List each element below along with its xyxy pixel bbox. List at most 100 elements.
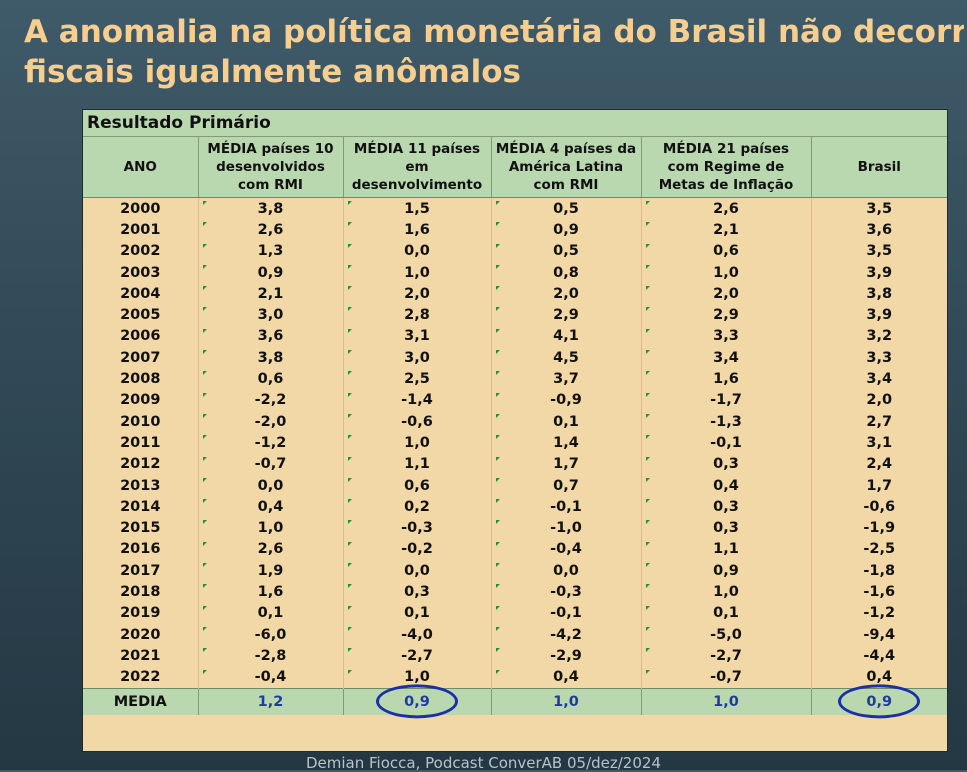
value-cell: 0,6: [641, 240, 812, 262]
header-row: ANO MÉDIA países 10 desenvolvidos com RMI MÉ…: [83, 136, 947, 198]
media-value: 1,0: [491, 687, 642, 715]
value-cell: 3,9: [866, 307, 893, 324]
value-cell: 0,1: [641, 602, 812, 624]
table-row: 2014 0,4 0,2 -0,1 0,3 -0,6: [83, 496, 947, 518]
value-cell: 1,3: [198, 240, 344, 262]
header-line: MÉDIA 21 países: [662, 141, 790, 157]
value-cell: 3,0: [198, 304, 344, 326]
title-line-2: fiscais igualmente anômalos: [24, 54, 521, 90]
value-cell: -1,2: [198, 432, 344, 454]
value-cell: -2,7: [343, 645, 492, 667]
header-ano: ANO: [83, 136, 199, 198]
header-line: Metas de Inflação: [658, 177, 794, 193]
value-cell: 3,8: [198, 347, 344, 369]
value-cell: -2,9: [491, 645, 642, 667]
value-cell: -2,5: [863, 541, 896, 558]
media-text: 1,2: [257, 693, 284, 710]
table-row: 2012 -0,7 1,1 1,7 0,3 2,4: [83, 453, 947, 475]
value-cell: 1,0: [343, 261, 492, 284]
highlight-circle: [838, 684, 921, 719]
value-cell: 0,0: [198, 474, 344, 497]
value-cell: 2,1: [641, 219, 812, 241]
year-cell: 2000: [83, 197, 199, 220]
value-cell: 3,1: [343, 325, 492, 348]
value-cell: 1,6: [198, 581, 344, 603]
media-value: 0,9: [343, 684, 492, 719]
value-cell: -0,4: [198, 666, 344, 689]
header-line: ANO: [123, 159, 157, 175]
value-cell: 1,0: [641, 581, 812, 603]
value-cell: 0,9: [198, 261, 344, 284]
value-cell: 1,1: [343, 453, 492, 475]
value-cell: -4,2: [491, 623, 642, 646]
value-cell: -9,4: [863, 626, 896, 643]
table-row: 2008 0,6 2,5 3,7 1,6 3,4: [83, 368, 947, 390]
value-cell: 1,7: [491, 453, 642, 475]
table-row: 2020 -6,0 -4,0 -4,2 -5,0 -9,4: [83, 623, 947, 646]
value-cell: 2,8: [343, 304, 492, 326]
header-em-desenvolvimento: MÉDIA 11 países em desenvolvimento: [343, 136, 492, 198]
value-cell: 2,0: [641, 283, 812, 305]
media-row: MEDIA 1,2 0,9 1,0 1,0 0,9: [83, 684, 947, 719]
table-row: 2015 1,0 -0,3 -1,0 0,3 -1,9: [83, 517, 947, 539]
value-cell: -0,7: [641, 666, 812, 689]
media-value: 1,0: [641, 687, 812, 715]
table-caption: Resultado Primário: [83, 110, 947, 137]
value-cell: 3,1: [866, 434, 893, 451]
value-cell: -4,4: [863, 647, 896, 664]
year-cell: 2006: [83, 325, 199, 348]
value-cell: 2,0: [866, 392, 893, 409]
value-cell: 0,5: [491, 240, 642, 262]
value-cell: 3,5: [866, 200, 893, 217]
year-cell: 2008: [83, 368, 199, 390]
value-cell: 2,6: [641, 197, 812, 220]
media-text: 1,0: [553, 693, 579, 710]
header-line: em: [405, 159, 429, 175]
value-cell: 3,4: [866, 371, 893, 388]
value-cell: 4,1: [491, 325, 642, 348]
value-cell: 0,7: [491, 474, 642, 497]
table-row: 2011 -1,2 1,0 1,4 -0,1 3,1: [83, 432, 947, 454]
value-cell: 2,6: [198, 538, 344, 561]
value-cell: 3,6: [866, 221, 893, 238]
year-cell: 2014: [83, 496, 199, 518]
value-cell: 0,9: [641, 560, 812, 582]
value-cell: -0,4: [491, 538, 642, 561]
value-cell: 1,6: [641, 368, 812, 390]
table-row: 2000 3,8 1,5 0,5 2,6 3,5: [83, 197, 947, 220]
year-cell: 2019: [83, 602, 199, 624]
media-text: MEDIA: [113, 693, 167, 710]
table-row: 2003 0,9 1,0 0,8 1,0 3,9: [83, 261, 947, 284]
year-cell: 2002: [83, 240, 199, 262]
header-line: Brasil: [857, 159, 901, 175]
value-cell: 3,8: [866, 285, 893, 302]
table-row: 2010 -2,0 -0,6 0,1 -1,3 2,7: [83, 410, 947, 433]
value-cell: 1,6: [343, 219, 492, 241]
year-cell: 2001: [83, 219, 199, 241]
table-row: 2007 3,8 3,0 4,5 3,4 3,3: [83, 347, 947, 369]
value-cell: 1,0: [198, 517, 344, 539]
value-cell: 3,6: [198, 325, 344, 348]
table-row: 2004 2,1 2,0 2,0 2,0 3,8: [83, 283, 947, 305]
header-brasil: Brasil: [811, 136, 947, 198]
value-cell: 0,5: [491, 197, 642, 220]
table-row: 2001 2,6 1,6 0,9 2,1 3,6: [83, 219, 947, 241]
value-cell: -0,6: [343, 410, 492, 433]
value-cell: -0,1: [641, 432, 812, 454]
value-cell: 4,5: [491, 347, 642, 369]
value-cell: -1,6: [863, 583, 896, 600]
year-cell: 2005: [83, 304, 199, 326]
value-cell: 1,9: [198, 560, 344, 582]
table-row: 2006 3,6 3,1 4,1 3,3 3,2: [83, 325, 947, 348]
value-cell: 1,7: [866, 477, 893, 494]
value-cell: 2,7: [866, 413, 893, 430]
value-cell: -4,0: [343, 623, 492, 646]
media-text: 1,0: [713, 693, 739, 710]
table-row: 2002 1,3 0,0 0,5 0,6 3,5: [83, 240, 947, 262]
media-value: 1,2: [198, 687, 344, 715]
value-cell: 3,0: [343, 347, 492, 369]
value-cell: 2,0: [491, 283, 642, 305]
value-cell: -0,3: [491, 581, 642, 603]
value-cell: -0,1: [491, 602, 642, 624]
value-cell: -5,0: [641, 623, 812, 646]
